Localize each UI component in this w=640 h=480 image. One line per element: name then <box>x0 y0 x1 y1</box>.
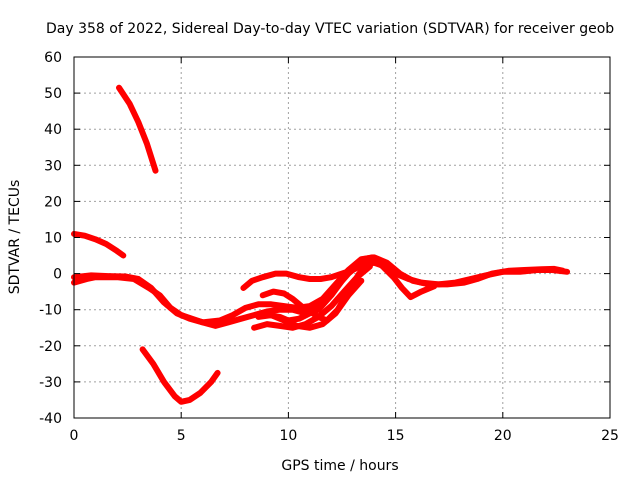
y-tick-label: 50 <box>44 86 62 102</box>
grid <box>74 57 610 418</box>
y-tick-label: -10 <box>39 303 62 319</box>
x-axis-label: GPS time / hours <box>281 458 398 474</box>
y-tick-label: -20 <box>39 339 62 355</box>
y-tick-label: -30 <box>39 375 62 391</box>
series-line-arc-i <box>251 263 373 331</box>
series-line-arc-c <box>139 346 221 405</box>
x-tick-label: 25 <box>601 428 619 444</box>
ticks: 0 5 10 15 20 25 -40 -30 -20 -10 0 10 20 30 40 50 60 <box>39 50 619 444</box>
y-tick-label: 0 <box>53 267 62 283</box>
series-line-arc-j <box>255 277 365 331</box>
x-tick-label: 0 <box>70 428 79 444</box>
series-group <box>71 84 571 405</box>
series-line-arc-a <box>116 84 159 174</box>
x-tick-label: 5 <box>177 428 186 444</box>
x-tick-label: 15 <box>387 428 405 444</box>
y-tick-label: 30 <box>44 158 62 174</box>
x-tick-label: 10 <box>279 428 297 444</box>
y-tick-label: 20 <box>44 194 62 210</box>
x-tick-label: 20 <box>494 428 512 444</box>
y-tick-label: -40 <box>39 411 62 427</box>
y-tick-label: 40 <box>44 122 62 138</box>
chart-title: Day 358 of 2022, Sidereal Day-to-day VTE… <box>46 21 614 37</box>
y-tick-label: 10 <box>44 231 62 247</box>
series-line-arc-f <box>240 259 571 291</box>
y-tick-label: 60 <box>44 50 62 66</box>
y-axis-label: SDTVAR / TECUs <box>7 180 23 295</box>
series-line-arc-b <box>71 230 127 259</box>
